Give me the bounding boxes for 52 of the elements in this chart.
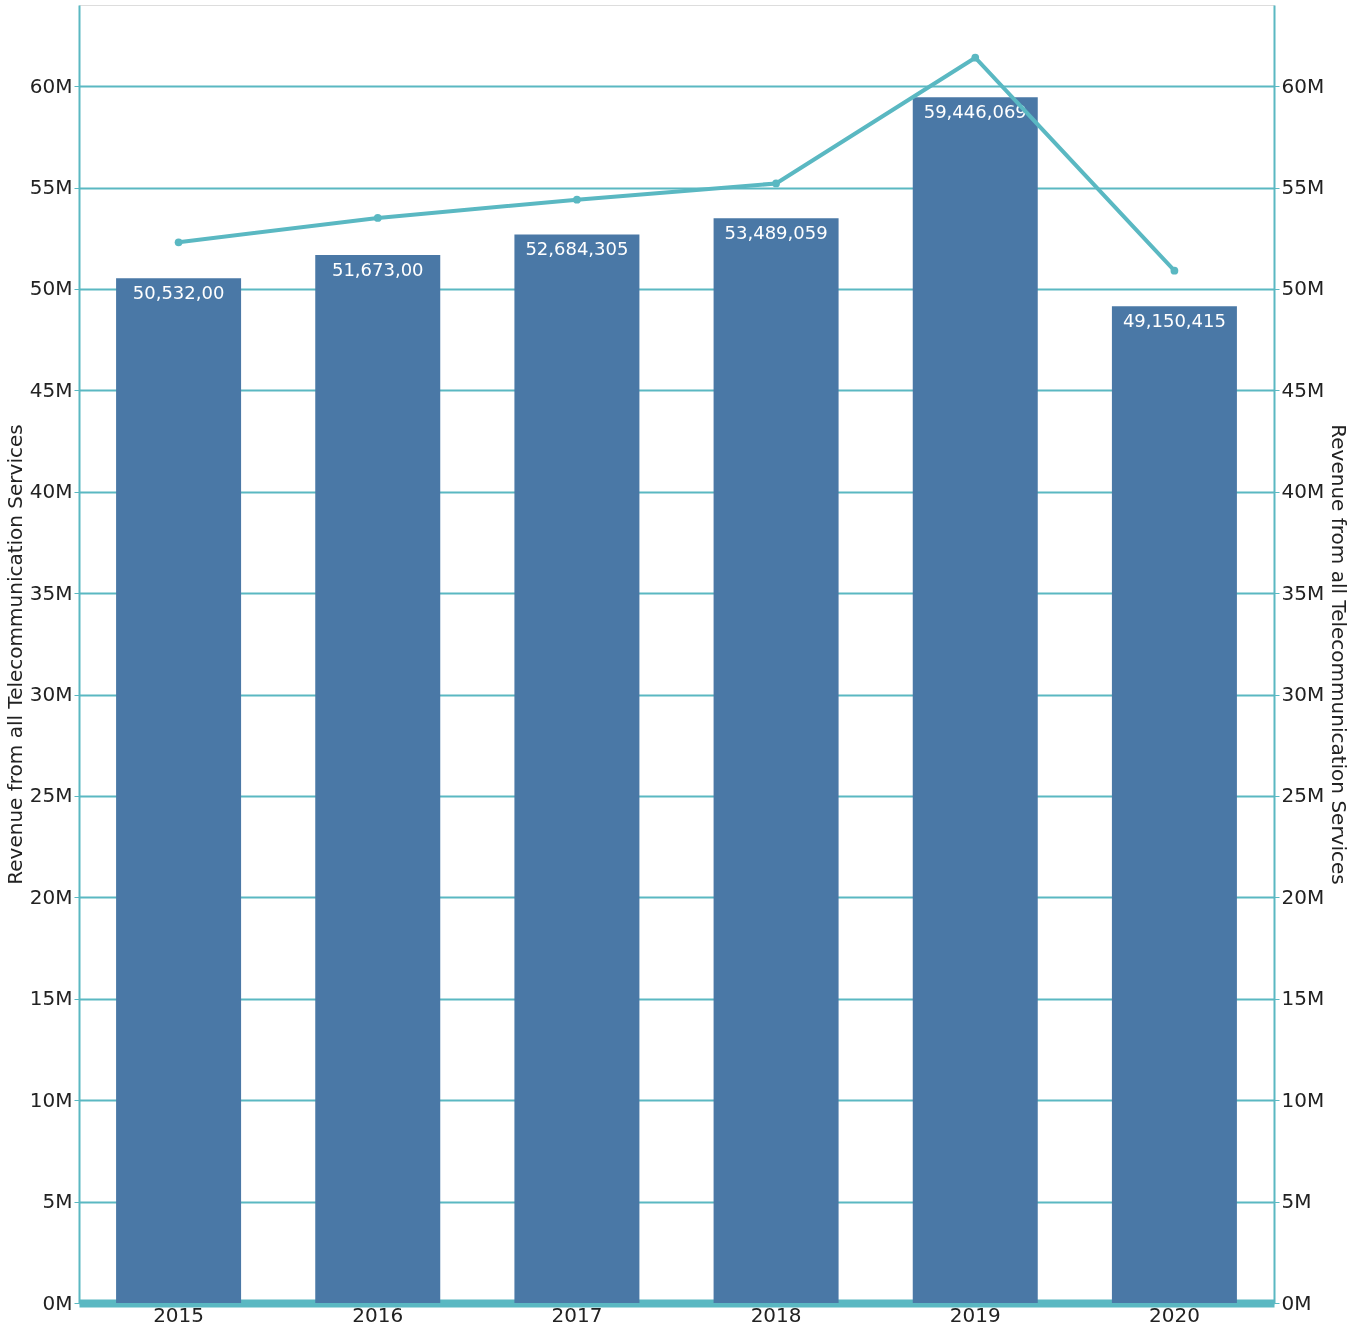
y2-tick-label: 35M — [1281, 580, 1325, 605]
point — [1170, 266, 1179, 275]
data-label: 52,684,305 — [525, 238, 629, 260]
bar — [514, 234, 640, 1303]
x-tick-label: 2015 — [153, 1302, 205, 1327]
bar — [116, 278, 242, 1303]
y2-tick-label: 10M — [1281, 1087, 1325, 1112]
y2-tick-label: 25M — [1281, 783, 1325, 808]
point — [573, 195, 581, 204]
y-tick-label: 0M — [42, 1290, 73, 1315]
y-tick-label: 10M — [29, 1087, 73, 1112]
y2-tick-label: 60M — [1281, 73, 1325, 98]
point — [772, 179, 780, 188]
x-tick-label: 2017 — [551, 1302, 603, 1327]
x-tick-label: 2018 — [750, 1302, 802, 1327]
y2-tick-label: 55M — [1281, 175, 1325, 200]
y-tick-label: 55M — [29, 175, 73, 200]
y-axis-title: Revenue from all Telecommunication Services — [2, 424, 27, 885]
y2-tick-label: 40M — [1281, 479, 1325, 504]
x-tick-label: 2016 — [352, 1302, 404, 1327]
point — [373, 214, 382, 222]
x-tick-label: 2019 — [949, 1302, 1001, 1327]
bar — [912, 97, 1038, 1303]
bar — [315, 255, 441, 1303]
y-tick-label: 30M — [29, 682, 73, 707]
y-tick-label: 20M — [29, 884, 73, 909]
x-tick-label: 2020 — [1148, 1302, 1200, 1327]
y2-axis-title: Revenue from all Telecommunication Services — [1327, 424, 1352, 885]
y2-tick-label: 5M — [1281, 1189, 1312, 1214]
data-label: 49,150,415 — [1122, 310, 1226, 332]
y-tick-label: 35M — [29, 580, 73, 605]
y2-tick-label: 0M — [1281, 1290, 1312, 1315]
y-tick-label: 25M — [29, 783, 73, 808]
y2-tick-label: 20M — [1281, 884, 1325, 909]
y-tick-label: 15M — [29, 986, 73, 1011]
y-tick-label: 5M — [42, 1189, 73, 1214]
point — [174, 238, 183, 247]
y2-tick-label: 30M — [1281, 682, 1325, 707]
y2-tick-label: 45M — [1281, 377, 1325, 402]
bar — [1111, 306, 1237, 1303]
data-label: 50,532,00 — [132, 282, 225, 304]
y-tick-label: 45M — [29, 377, 73, 402]
y-tick-label: 40M — [29, 479, 73, 504]
y-tick-label: 60M — [29, 73, 73, 98]
y-tick-label: 50M — [29, 276, 73, 301]
y2-tick-label: 15M — [1281, 986, 1325, 1011]
y2-tick-label: 50M — [1281, 276, 1325, 301]
point — [971, 53, 980, 62]
data-label: 51,673,00 — [331, 259, 424, 281]
data-label: 59,446,069 — [923, 101, 1027, 123]
data-label: 53,489,059 — [724, 222, 828, 244]
bar — [713, 218, 839, 1303]
